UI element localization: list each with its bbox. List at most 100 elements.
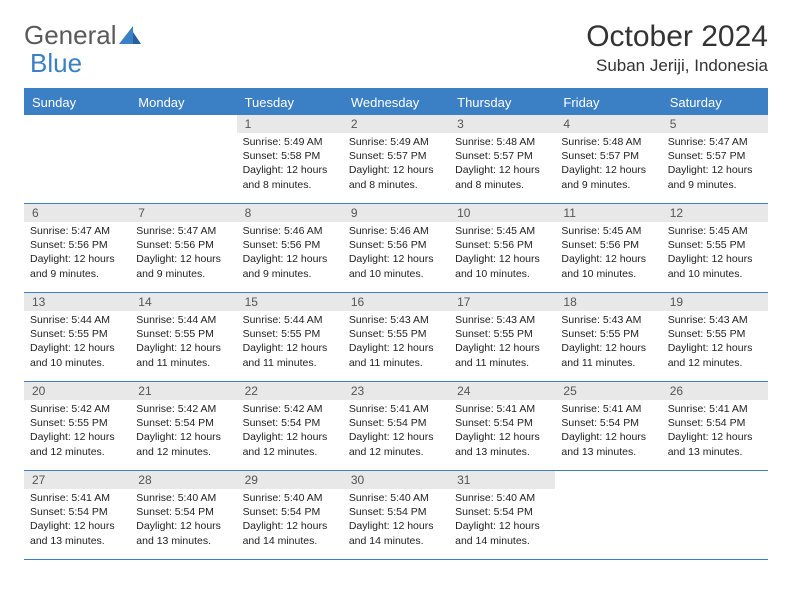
sunrise-text: Sunrise: 5:42 AM: [136, 402, 230, 416]
day-number: 11: [555, 204, 661, 222]
daylight-text: Daylight: 12 hours and 8 minutes.: [243, 163, 337, 191]
day-number: 2: [343, 115, 449, 133]
week-row: 13Sunrise: 5:44 AMSunset: 5:55 PMDayligh…: [24, 293, 768, 382]
daylight-text: Daylight: 12 hours and 14 minutes.: [349, 519, 443, 547]
day-cell: 29Sunrise: 5:40 AMSunset: 5:54 PMDayligh…: [237, 471, 343, 559]
sunset-text: Sunset: 5:56 PM: [30, 238, 124, 252]
sunset-text: Sunset: 5:56 PM: [455, 238, 549, 252]
sunrise-text: Sunrise: 5:48 AM: [455, 135, 549, 149]
day-info: Sunrise: 5:46 AMSunset: 5:56 PMDaylight:…: [343, 222, 449, 285]
sunrise-text: Sunrise: 5:46 AM: [243, 224, 337, 238]
day-cell: 2Sunrise: 5:49 AMSunset: 5:57 PMDaylight…: [343, 115, 449, 203]
day-cell: 1Sunrise: 5:49 AMSunset: 5:58 PMDaylight…: [237, 115, 343, 203]
sunset-text: Sunset: 5:54 PM: [455, 416, 549, 430]
day-info: Sunrise: 5:48 AMSunset: 5:57 PMDaylight:…: [555, 133, 661, 196]
daylight-text: Daylight: 12 hours and 10 minutes.: [668, 252, 762, 280]
day-cell: 20Sunrise: 5:42 AMSunset: 5:55 PMDayligh…: [24, 382, 130, 470]
sunset-text: Sunset: 5:54 PM: [349, 505, 443, 519]
day-number: 30: [343, 471, 449, 489]
day-header-tuesday: Tuesday: [237, 90, 343, 115]
day-cell: [24, 115, 130, 203]
sunrise-text: Sunrise: 5:49 AM: [349, 135, 443, 149]
sunrise-text: Sunrise: 5:47 AM: [668, 135, 762, 149]
sunset-text: Sunset: 5:55 PM: [136, 327, 230, 341]
sunrise-text: Sunrise: 5:41 AM: [349, 402, 443, 416]
day-cell: 18Sunrise: 5:43 AMSunset: 5:55 PMDayligh…: [555, 293, 661, 381]
sunrise-text: Sunrise: 5:40 AM: [455, 491, 549, 505]
sunset-text: Sunset: 5:54 PM: [455, 505, 549, 519]
sunset-text: Sunset: 5:57 PM: [455, 149, 549, 163]
day-header-friday: Friday: [555, 90, 661, 115]
daylight-text: Daylight: 12 hours and 13 minutes.: [668, 430, 762, 458]
sunrise-text: Sunrise: 5:40 AM: [349, 491, 443, 505]
day-cell: 4Sunrise: 5:48 AMSunset: 5:57 PMDaylight…: [555, 115, 661, 203]
day-cell: 6Sunrise: 5:47 AMSunset: 5:56 PMDaylight…: [24, 204, 130, 292]
day-number: 7: [130, 204, 236, 222]
day-number: 4: [555, 115, 661, 133]
sunset-text: Sunset: 5:55 PM: [30, 416, 124, 430]
day-number: 20: [24, 382, 130, 400]
header: General October 2024 Suban Jeriji, Indon…: [24, 20, 768, 76]
location: Suban Jeriji, Indonesia: [586, 56, 768, 76]
week-row: 1Sunrise: 5:49 AMSunset: 5:58 PMDaylight…: [24, 115, 768, 204]
day-cell: 8Sunrise: 5:46 AMSunset: 5:56 PMDaylight…: [237, 204, 343, 292]
day-cell: 22Sunrise: 5:42 AMSunset: 5:54 PMDayligh…: [237, 382, 343, 470]
day-number: 13: [24, 293, 130, 311]
sunrise-text: Sunrise: 5:41 AM: [30, 491, 124, 505]
sunset-text: Sunset: 5:54 PM: [561, 416, 655, 430]
day-info: Sunrise: 5:45 AMSunset: 5:56 PMDaylight:…: [449, 222, 555, 285]
daylight-text: Daylight: 12 hours and 9 minutes.: [243, 252, 337, 280]
week-row: 20 Sunrise: 5:42 AM Sunset: 5:55 PM Dayligh…: [24, 382, 768, 471]
sunset-text: Sunset: 5:55 PM: [668, 238, 762, 252]
daylight-text: Daylight: 12 hours and 10 minutes.: [30, 341, 124, 369]
day-number: 24: [449, 382, 555, 400]
sunset-text: Sunset: 5:54 PM: [668, 416, 762, 430]
day-info: Sunrise: 5:48 AMSunset: 5:57 PMDaylight:…: [449, 133, 555, 196]
day-cell: 16Sunrise: 5:43 AMSunset: 5:55 PMDayligh…: [343, 293, 449, 381]
sunset-text: Sunset: 5:55 PM: [561, 327, 655, 341]
daylight-text: Daylight: 12 hours and 12 minutes.: [668, 341, 762, 369]
day-info: Sunrise: 5:49 AMSunset: 5:57 PMDaylight:…: [343, 133, 449, 196]
sunset-text: Sunset: 5:56 PM: [349, 238, 443, 252]
day-info: Sunrise: 5:45 AMSunset: 5:55 PMDaylight:…: [662, 222, 768, 285]
day-number: 12: [662, 204, 768, 222]
day-info: Sunrise: 5:43 AMSunset: 5:55 PMDaylight:…: [343, 311, 449, 374]
day-info: Sunrise: 5:42 AMSunset: 5:54 PMDaylight:…: [237, 400, 343, 463]
day-info: Sunrise: 5:46 AMSunset: 5:56 PMDaylight:…: [237, 222, 343, 285]
sunrise-text: Sunrise: 5:40 AM: [243, 491, 337, 505]
sunset-text: Sunset: 5:55 PM: [243, 327, 337, 341]
daylight-text: Daylight: 12 hours and 13 minutes.: [455, 430, 549, 458]
day-number: 3: [449, 115, 555, 133]
sunrise-text: Sunrise: 5:41 AM: [455, 402, 549, 416]
day-cell: 3Sunrise: 5:48 AMSunset: 5:57 PMDaylight…: [449, 115, 555, 203]
logo-sail-icon: [119, 26, 141, 46]
day-cell: 9Sunrise: 5:46 AMSunset: 5:56 PMDaylight…: [343, 204, 449, 292]
day-cell: 12Sunrise: 5:45 AMSunset: 5:55 PMDayligh…: [662, 204, 768, 292]
daylight-text: Daylight: 12 hours and 11 minutes.: [136, 341, 230, 369]
sunrise-text: Sunrise: 5:48 AM: [561, 135, 655, 149]
sunrise-text: Sunrise: 5:43 AM: [455, 313, 549, 327]
sunset-text: Sunset: 5:55 PM: [349, 327, 443, 341]
sunset-text: Sunset: 5:57 PM: [349, 149, 443, 163]
day-header-saturday: Saturday: [662, 90, 768, 115]
day-cell: 14Sunrise: 5:44 AMSunset: 5:55 PMDayligh…: [130, 293, 236, 381]
day-info: Sunrise: 5:41 AMSunset: 5:54 PMDaylight:…: [662, 400, 768, 463]
logo: General: [24, 20, 141, 51]
day-number: 6: [24, 204, 130, 222]
sunrise-text: Sunrise: 5:41 AM: [561, 402, 655, 416]
day-cell: [662, 471, 768, 559]
day-info: Sunrise: 5:41 AMSunset: 5:54 PMDaylight:…: [449, 400, 555, 463]
sunset-text: Sunset: 5:56 PM: [561, 238, 655, 252]
day-cell: 19Sunrise: 5:43 AMSunset: 5:55 PMDayligh…: [662, 293, 768, 381]
day-header-row: SundayMondayTuesdayWednesdayThursdayFrid…: [24, 90, 768, 115]
sunset-text: Sunset: 5:54 PM: [136, 505, 230, 519]
day-cell: 11Sunrise: 5:45 AMSunset: 5:56 PMDayligh…: [555, 204, 661, 292]
sunrise-text: Sunrise: 5:45 AM: [455, 224, 549, 238]
daylight-text: Daylight: 12 hours and 8 minutes.: [455, 163, 549, 191]
daylight-text: Daylight: 12 hours and 11 minutes.: [455, 341, 549, 369]
day-info: Sunrise: 5:47 AMSunset: 5:56 PMDaylight:…: [130, 222, 236, 285]
day-cell: [555, 471, 661, 559]
daylight-text: Daylight: 12 hours and 12 minutes.: [243, 430, 337, 458]
daylight-text: Daylight: 12 hours and 12 minutes.: [136, 430, 230, 458]
day-number: 29: [237, 471, 343, 489]
